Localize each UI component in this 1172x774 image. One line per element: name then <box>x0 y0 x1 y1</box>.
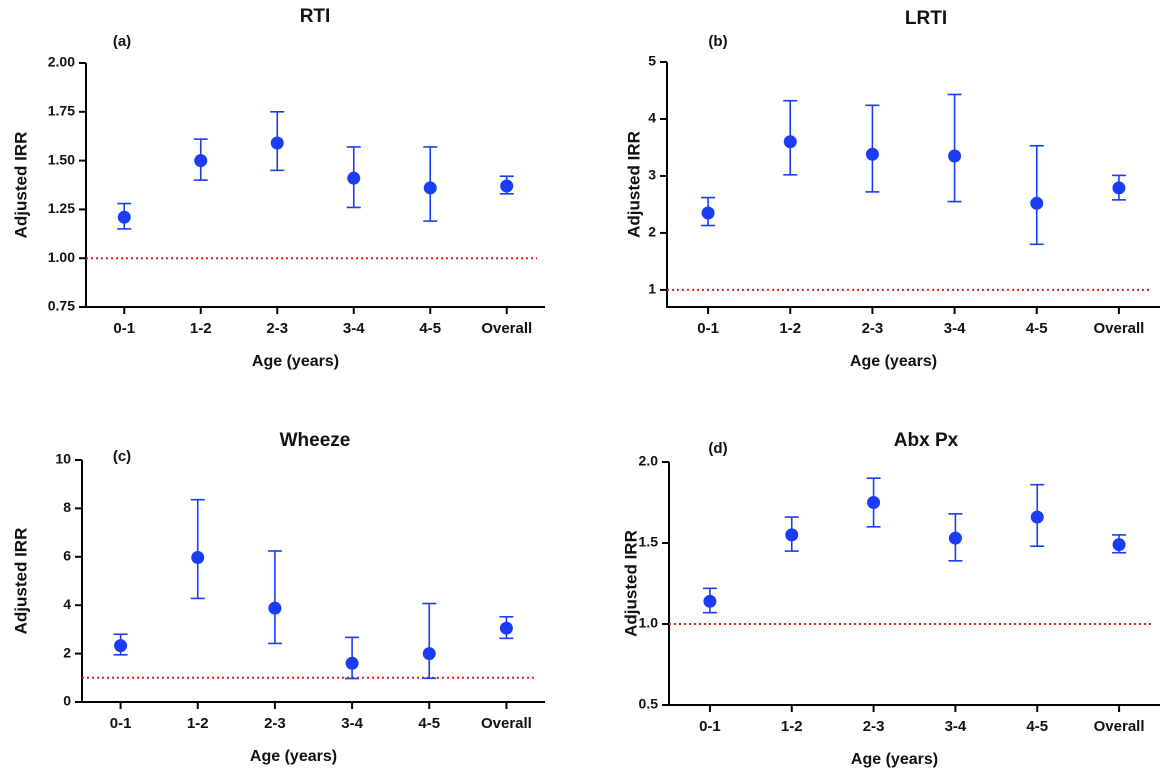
chart-title: Abx Px <box>894 430 959 451</box>
panel-label: (a) <box>113 33 131 50</box>
y-tick-label: 5 <box>648 53 656 69</box>
x-tick-label: 0-1 <box>113 320 135 337</box>
point <box>867 496 881 509</box>
point <box>785 528 799 542</box>
y-tick-label: 1 <box>648 281 656 297</box>
x-tick-label: Overall <box>1093 320 1144 337</box>
y-tick-label: 1.00 <box>48 249 75 265</box>
x-tick-label: 3-4 <box>341 715 363 732</box>
y-tick-label: 1.0 <box>639 615 659 631</box>
point <box>191 551 205 565</box>
y-tick-label: 2.0 <box>639 453 659 469</box>
x-axis-label: Age (years) <box>850 353 937 370</box>
x-axis-label: Age (years) <box>851 751 938 768</box>
point <box>948 149 962 163</box>
x-tick-label: Overall <box>1094 718 1145 735</box>
panel-label: (c) <box>113 448 131 465</box>
point <box>1030 510 1044 524</box>
x-tick-label: 4-5 <box>1026 718 1048 735</box>
chart-title: Wheeze <box>280 430 351 451</box>
point <box>1112 538 1126 552</box>
y-tick-label: 1.75 <box>48 103 75 119</box>
point <box>117 210 131 224</box>
x-tick-label: 3-4 <box>944 320 966 337</box>
x-tick-label: 1-2 <box>779 320 801 337</box>
y-axis-label: Adjusted IRR <box>11 132 30 239</box>
panel-label: (b) <box>708 33 727 50</box>
y-tick-label: 1.50 <box>48 151 75 167</box>
x-tick-label: 2-3 <box>266 320 288 337</box>
x-tick-label: 4-5 <box>1026 320 1048 337</box>
error-bar <box>190 498 205 600</box>
x-tick-label: 2-3 <box>862 320 884 337</box>
x-tick-label: 3-4 <box>945 718 967 735</box>
point <box>500 179 514 193</box>
point <box>499 621 513 635</box>
y-tick-label: 8 <box>63 499 71 515</box>
panel-label: (d) <box>708 440 727 457</box>
y-tick-label: 0.5 <box>639 696 659 712</box>
x-tick-label: 4-5 <box>419 320 441 337</box>
y-axis-label: Adjusted IRR <box>624 131 643 238</box>
chart-title: LRTI <box>905 8 947 29</box>
y-tick-label: 1.5 <box>639 534 659 550</box>
point <box>1030 196 1044 210</box>
x-axis-label: Age (years) <box>252 353 339 370</box>
point <box>347 171 361 185</box>
point <box>701 206 715 220</box>
x-tick-label: 4-5 <box>418 715 440 732</box>
y-axis-label: Adjusted IRR <box>11 528 30 635</box>
point <box>270 136 284 150</box>
error-bar <box>422 602 437 680</box>
x-tick-label: 3-4 <box>343 320 365 337</box>
point <box>703 594 717 608</box>
point <box>865 147 879 161</box>
point <box>194 154 208 168</box>
x-tick-label: Overall <box>481 320 532 337</box>
y-tick-label: 6 <box>63 548 71 564</box>
y-axis-label: Adjusted IRR <box>621 530 640 637</box>
y-tick-label: 0 <box>63 693 71 709</box>
point <box>114 639 128 653</box>
y-tick-label: 4 <box>648 110 656 126</box>
point <box>1112 181 1126 195</box>
y-tick-label: 2 <box>63 644 71 660</box>
error-bar <box>1029 144 1044 246</box>
y-tick-label: 1.25 <box>48 200 75 216</box>
y-tick-label: 4 <box>63 596 71 612</box>
x-tick-label: 2-3 <box>863 718 885 735</box>
y-tick-label: 2.00 <box>48 54 75 70</box>
point <box>422 647 436 661</box>
y-tick-label: 10 <box>55 451 71 467</box>
y-tick-label: 0.75 <box>48 298 75 314</box>
x-tick-label: 1-2 <box>781 718 803 735</box>
point <box>423 181 437 195</box>
y-tick-label: 2 <box>648 224 656 240</box>
x-tick-label: 1-2 <box>187 715 209 732</box>
x-tick-label: 0-1 <box>699 718 721 735</box>
x-tick-label: 2-3 <box>264 715 286 732</box>
x-tick-label: 1-2 <box>190 320 212 337</box>
error-bar <box>267 550 282 645</box>
error-bar <box>947 93 962 203</box>
x-tick-label: 0-1 <box>110 715 132 732</box>
x-axis-label: Age (years) <box>250 748 337 765</box>
point <box>345 656 359 670</box>
point <box>268 601 282 615</box>
point <box>948 531 962 545</box>
x-tick-label: 0-1 <box>697 320 719 337</box>
x-tick-label: Overall <box>481 715 532 732</box>
y-tick-label: 3 <box>648 167 656 183</box>
point <box>783 135 797 149</box>
chart-title: RTI <box>300 6 331 27</box>
